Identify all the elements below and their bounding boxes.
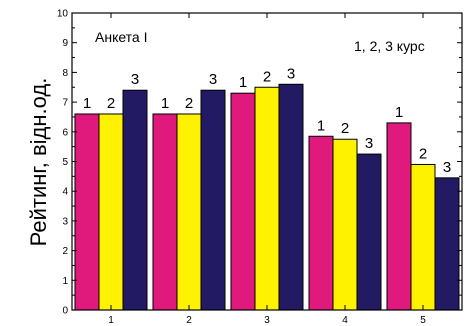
bar-cat3-series2 bbox=[254, 86, 280, 311]
bar-label-cat4-series2: 2 bbox=[341, 120, 349, 137]
bar-cat4-series1 bbox=[308, 135, 334, 311]
bar-cat5-series3 bbox=[434, 177, 460, 311]
bar-label-cat2-series1: 1 bbox=[161, 95, 169, 112]
y-tick-label-0: 0 bbox=[62, 306, 68, 317]
x-tick-label-5: 5 bbox=[420, 315, 426, 326]
y-tick-label-6: 6 bbox=[62, 127, 68, 138]
bar-cat4-series3 bbox=[356, 153, 382, 311]
x-tick-label-1: 1 bbox=[108, 315, 114, 326]
annotation-survey: Анкета І bbox=[95, 29, 148, 45]
y-tick-label-3: 3 bbox=[62, 216, 68, 227]
bar-label-cat5-series3: 3 bbox=[443, 159, 451, 176]
bar-label-cat1-series3: 3 bbox=[131, 71, 139, 88]
bar-label-cat5-series1: 1 bbox=[395, 104, 403, 121]
bar-label-cat4-series3: 3 bbox=[365, 135, 373, 152]
y-tick-label-4: 4 bbox=[62, 187, 68, 198]
bar-cat4-series2 bbox=[332, 138, 358, 311]
bar-cat2-series1 bbox=[152, 113, 178, 311]
bar-label-cat1-series1: 1 bbox=[83, 95, 91, 112]
y-axis-label: Рейтинг, відн.од. bbox=[26, 78, 51, 247]
bar-label-cat5-series2: 2 bbox=[419, 145, 427, 162]
x-tick-label-3: 3 bbox=[264, 315, 270, 326]
bar-cat1-series3 bbox=[122, 89, 148, 311]
bar-cat2-series3 bbox=[200, 89, 226, 311]
x-tick-label-2: 2 bbox=[186, 315, 192, 326]
y-tick-label-9: 9 bbox=[62, 38, 68, 49]
bar-cat5-series1 bbox=[386, 122, 412, 311]
bar-label-cat1-series2: 2 bbox=[107, 95, 115, 112]
bar-cat3-series3 bbox=[278, 83, 304, 311]
bar-cat3-series1 bbox=[230, 92, 256, 311]
bar-label-cat4-series1: 1 bbox=[317, 117, 325, 134]
y-tick-label-10: 10 bbox=[57, 9, 69, 20]
bar-label-cat3-series3: 3 bbox=[287, 65, 295, 82]
annotation-course: 1, 2, 3 курс bbox=[354, 38, 425, 54]
bar-label-cat3-series2: 2 bbox=[263, 68, 271, 85]
y-tick-label-1: 1 bbox=[62, 276, 68, 287]
bar-cat1-series1 bbox=[74, 113, 100, 311]
y-tick-label-5: 5 bbox=[62, 157, 68, 168]
bar-label-cat2-series3: 3 bbox=[209, 71, 217, 88]
bar-cat2-series2 bbox=[176, 113, 202, 311]
bar-label-cat2-series2: 2 bbox=[185, 95, 193, 112]
bar-cat1-series2 bbox=[98, 113, 124, 311]
y-tick-label-7: 7 bbox=[62, 98, 68, 109]
y-tick-label-2: 2 bbox=[62, 246, 68, 257]
y-tick-label-8: 8 bbox=[62, 68, 68, 79]
bar-label-cat3-series1: 1 bbox=[239, 74, 247, 91]
x-tick-label-4: 4 bbox=[342, 315, 348, 326]
bar-cat5-series2 bbox=[410, 163, 436, 311]
